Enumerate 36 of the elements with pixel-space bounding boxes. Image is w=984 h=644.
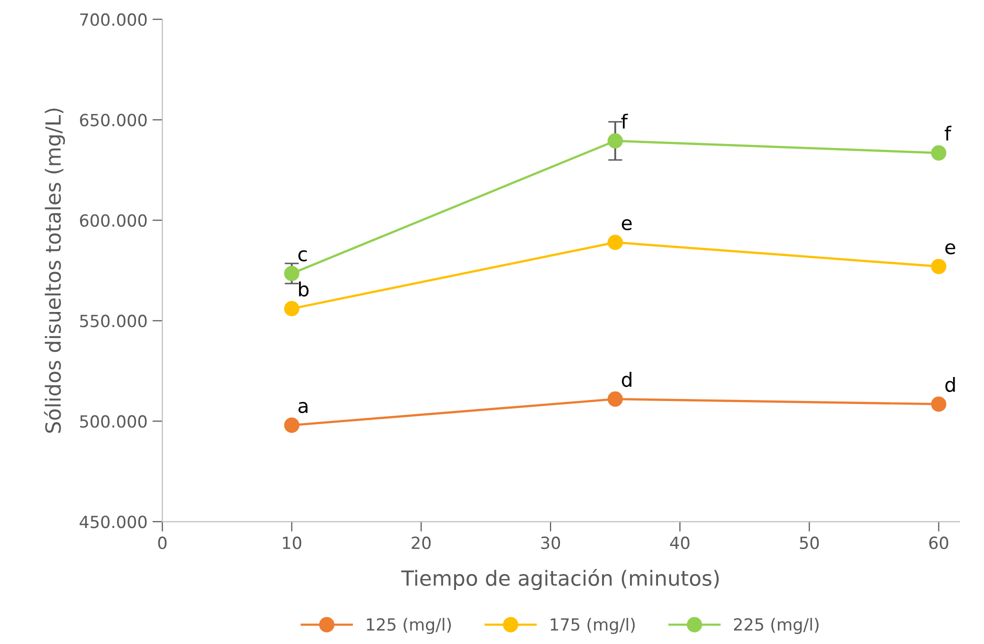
annotation: b <box>299 282 309 297</box>
annotation: a <box>298 402 308 414</box>
annotation: e <box>945 243 956 254</box>
annotation: c <box>298 250 307 262</box>
legend-label: 225 (mg/l) <box>734 618 819 634</box>
point <box>931 396 946 412</box>
annotation: d <box>945 376 955 392</box>
y-tick-label: 600.000 <box>80 214 147 227</box>
x-tick-label: 30 <box>541 536 560 550</box>
y-axis-title: Sólidos disueltos totales (mg/L) <box>44 108 65 433</box>
point <box>931 258 946 274</box>
y-tick-label: 700.000 <box>80 13 147 26</box>
x-tick-label: 0 <box>158 536 167 550</box>
x-tick-label: 50 <box>800 536 819 550</box>
x-axis-title: Tiempo de agitación (minutos) <box>401 569 719 590</box>
annotation: f <box>621 114 628 129</box>
x-tick-label: 20 <box>412 536 431 550</box>
annotation: e <box>622 219 632 230</box>
annotation: d <box>622 372 632 387</box>
point <box>608 391 623 407</box>
x-tick-label: 10 <box>282 536 302 550</box>
legend-label: 125 (mg/l) <box>366 618 451 634</box>
legend-label: 175 (mg/l) <box>550 618 635 634</box>
x-tick-label: 60 <box>929 536 948 550</box>
point <box>284 418 300 433</box>
y-tick-label: 500.000 <box>80 415 147 428</box>
point <box>284 266 300 282</box>
y-tick-label: 650.000 <box>80 114 147 126</box>
point <box>608 133 623 149</box>
point <box>931 145 946 161</box>
y-tick-label: 450.000 <box>80 516 147 528</box>
point <box>284 301 300 316</box>
point <box>608 234 623 250</box>
annotation: f <box>944 126 952 141</box>
y-tick-label: 550.000 <box>80 314 147 328</box>
x-tick-label: 40 <box>670 536 690 550</box>
